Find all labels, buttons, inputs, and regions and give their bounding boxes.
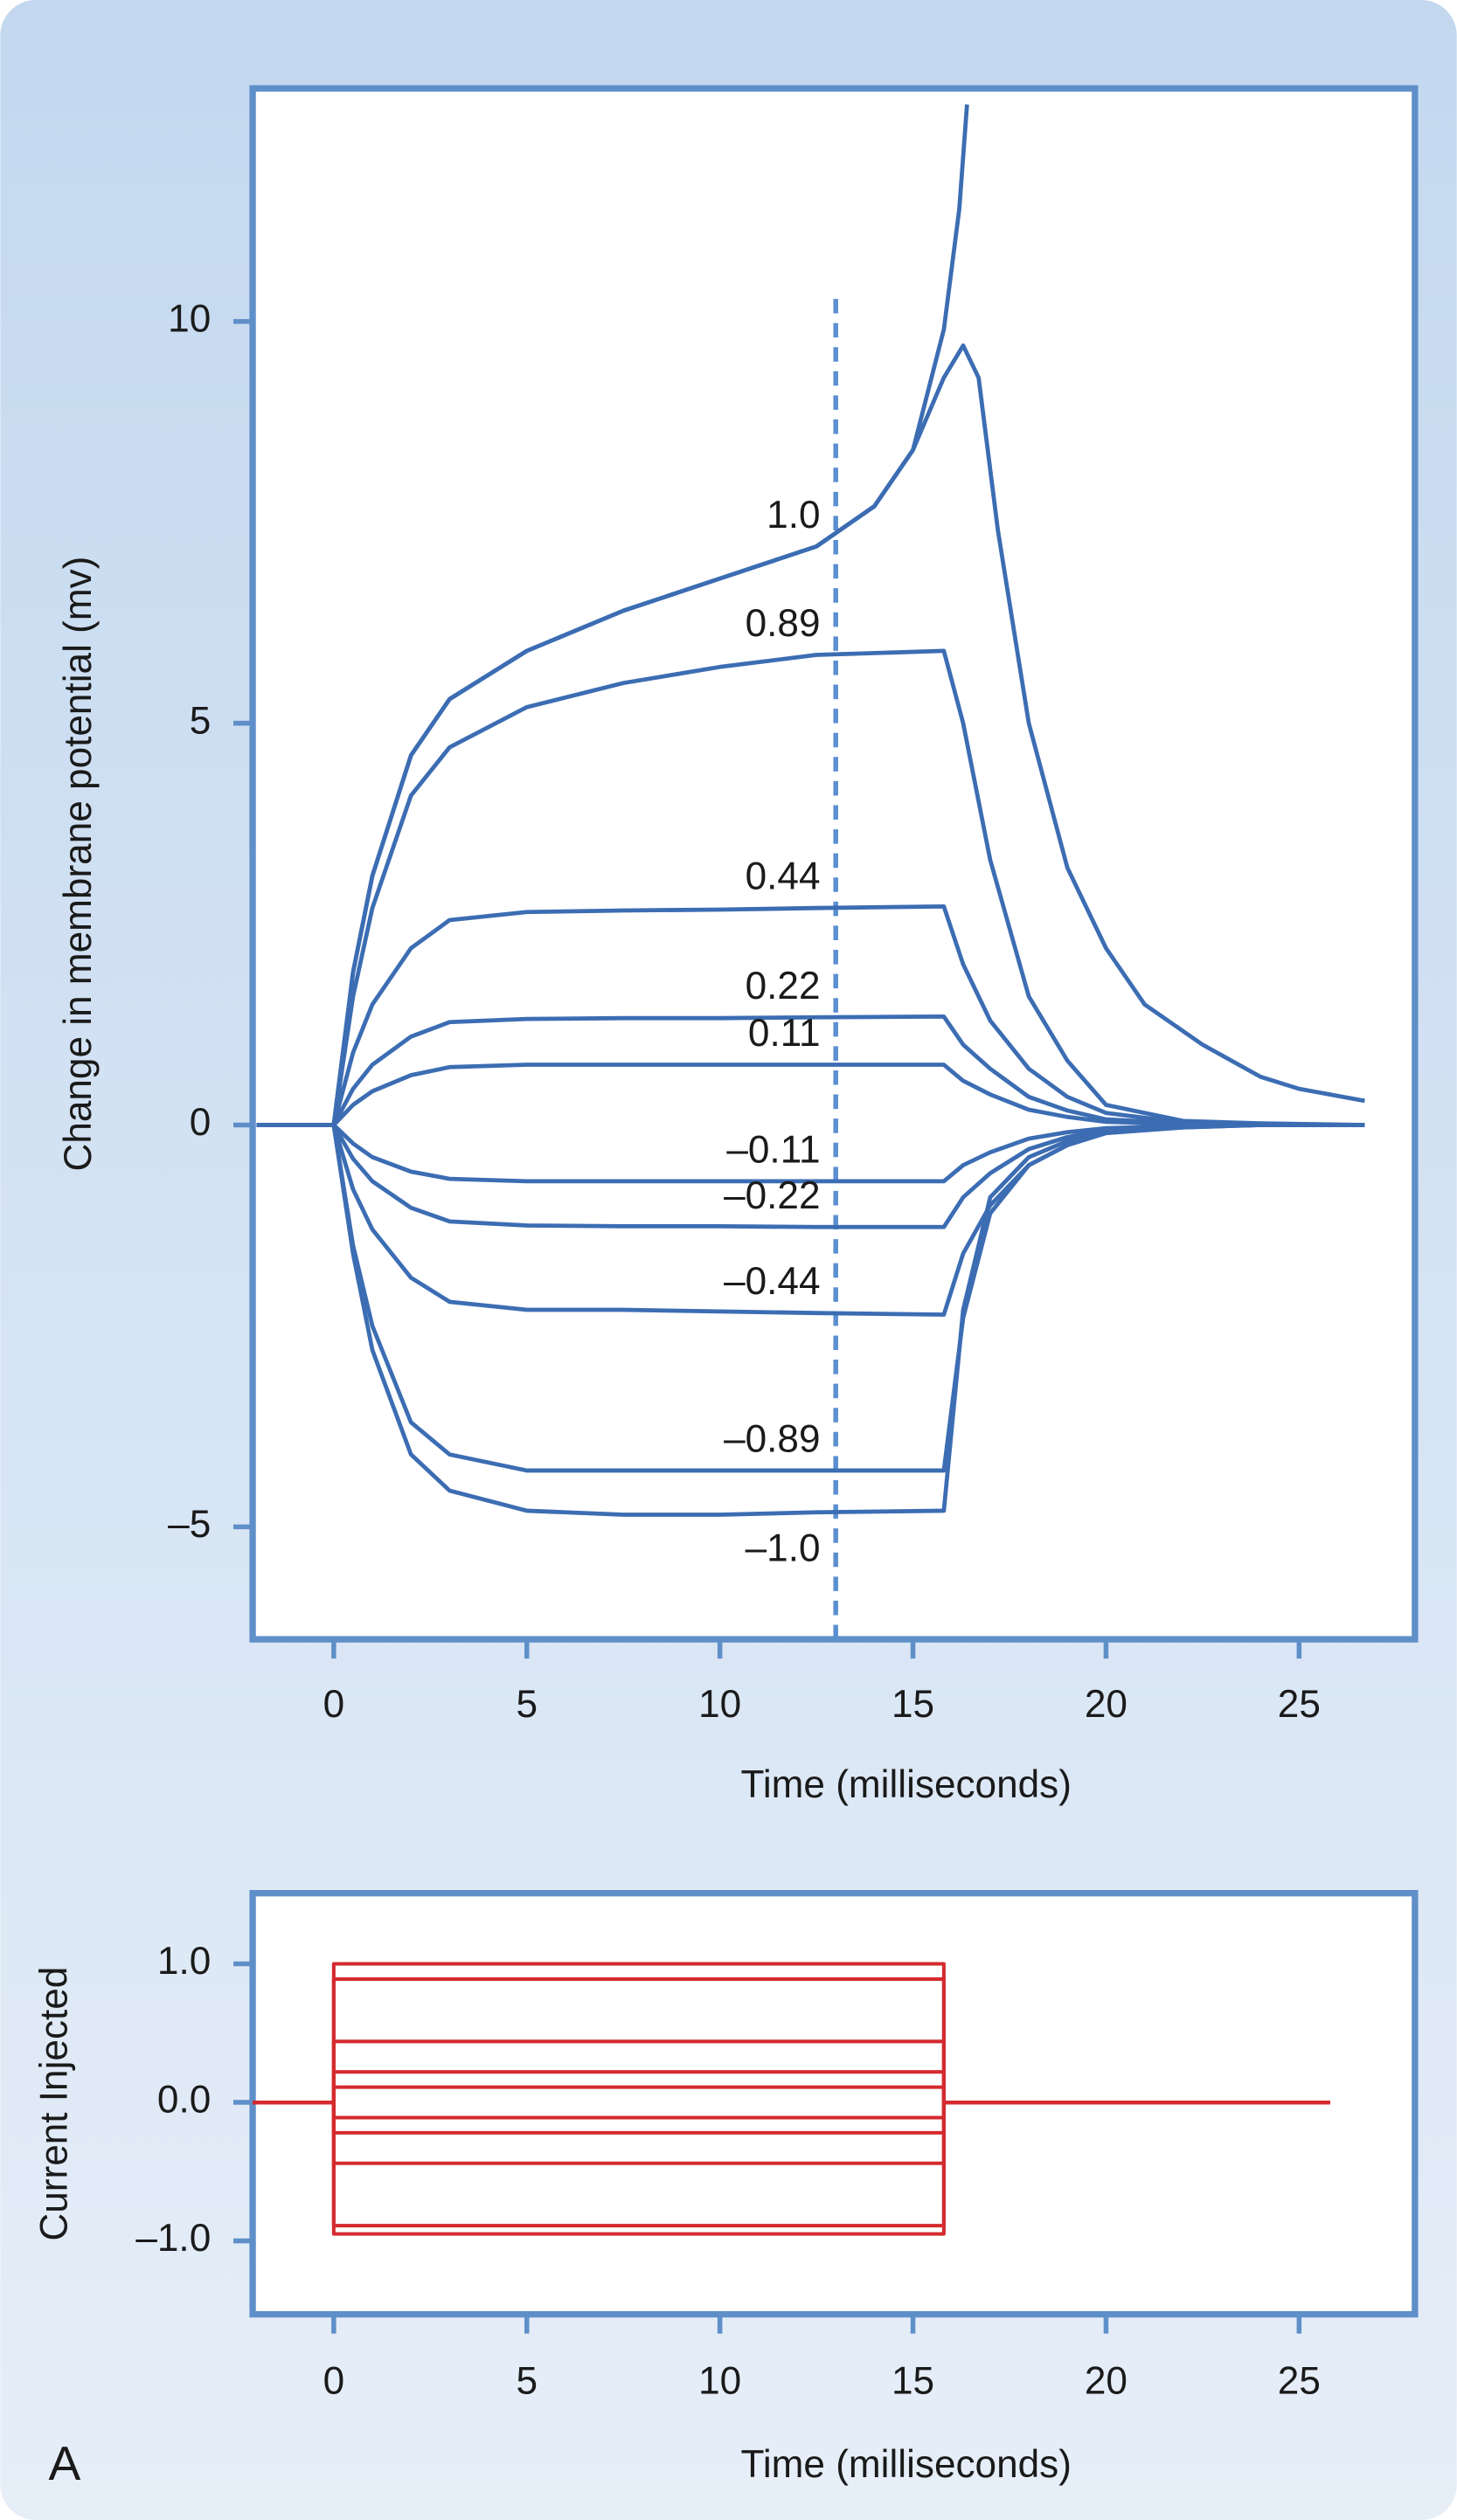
data-line bbox=[256, 1123, 1365, 1517]
y-tick-label: 1.0 bbox=[157, 1940, 211, 1983]
y-tick-label: 10 bbox=[168, 298, 211, 341]
curve-label: 0.11 bbox=[748, 1012, 821, 1055]
x-tick-label: 10 bbox=[698, 1683, 741, 1726]
x-axis-title: Time (milliseconds) bbox=[741, 2443, 1072, 2486]
x-tick-label: 5 bbox=[516, 2359, 538, 2402]
y-tick-label: –1.0 bbox=[135, 2217, 211, 2260]
x-tick-label: 0 bbox=[323, 1683, 345, 1726]
x-tick-label: 20 bbox=[1085, 1683, 1127, 1726]
x-tick-label: 15 bbox=[892, 2359, 934, 2402]
data-line bbox=[256, 343, 1365, 1127]
x-tick-label: 10 bbox=[698, 2359, 741, 2402]
y-axis-title: Change in membrane potential (mv) bbox=[57, 557, 100, 1172]
x-tick-label: 20 bbox=[1085, 2359, 1127, 2402]
data-line bbox=[256, 648, 1365, 1127]
curve-label: 1.0 bbox=[767, 494, 820, 537]
x-tick-label: 0 bbox=[323, 2359, 345, 2402]
x-tick-label: 15 bbox=[892, 1683, 934, 1726]
y-tick-label: –5 bbox=[168, 1503, 211, 1546]
data-line bbox=[256, 1014, 1365, 1127]
data-line bbox=[256, 903, 1365, 1127]
y-tick-label: 5 bbox=[190, 699, 212, 742]
curve-label: –0.22 bbox=[724, 1174, 820, 1217]
curve-label: –0.11 bbox=[726, 1128, 820, 1171]
x-axis-title: Time (milliseconds) bbox=[741, 1763, 1072, 1806]
x-tick-label: 5 bbox=[516, 1683, 538, 1726]
data-line bbox=[256, 1063, 1365, 1127]
y-tick-label: 0.0 bbox=[157, 2079, 211, 2122]
x-tick-label: 25 bbox=[1278, 1683, 1321, 1726]
panel-label: A bbox=[48, 2436, 80, 2490]
curve-label: 0.89 bbox=[746, 602, 821, 645]
data-line bbox=[253, 2101, 1330, 2236]
curve-label: 0.22 bbox=[746, 965, 821, 1007]
curve-label: –0.89 bbox=[724, 1417, 820, 1460]
x-tick-label: 25 bbox=[1278, 2359, 1321, 2402]
y-axis-title: Current Injected bbox=[32, 1967, 75, 2241]
curve-label: –1.0 bbox=[746, 1527, 821, 1570]
curve-label: 0.44 bbox=[746, 855, 821, 898]
curve-label: –0.44 bbox=[724, 1260, 820, 1303]
y-tick-label: 0 bbox=[190, 1101, 212, 1144]
